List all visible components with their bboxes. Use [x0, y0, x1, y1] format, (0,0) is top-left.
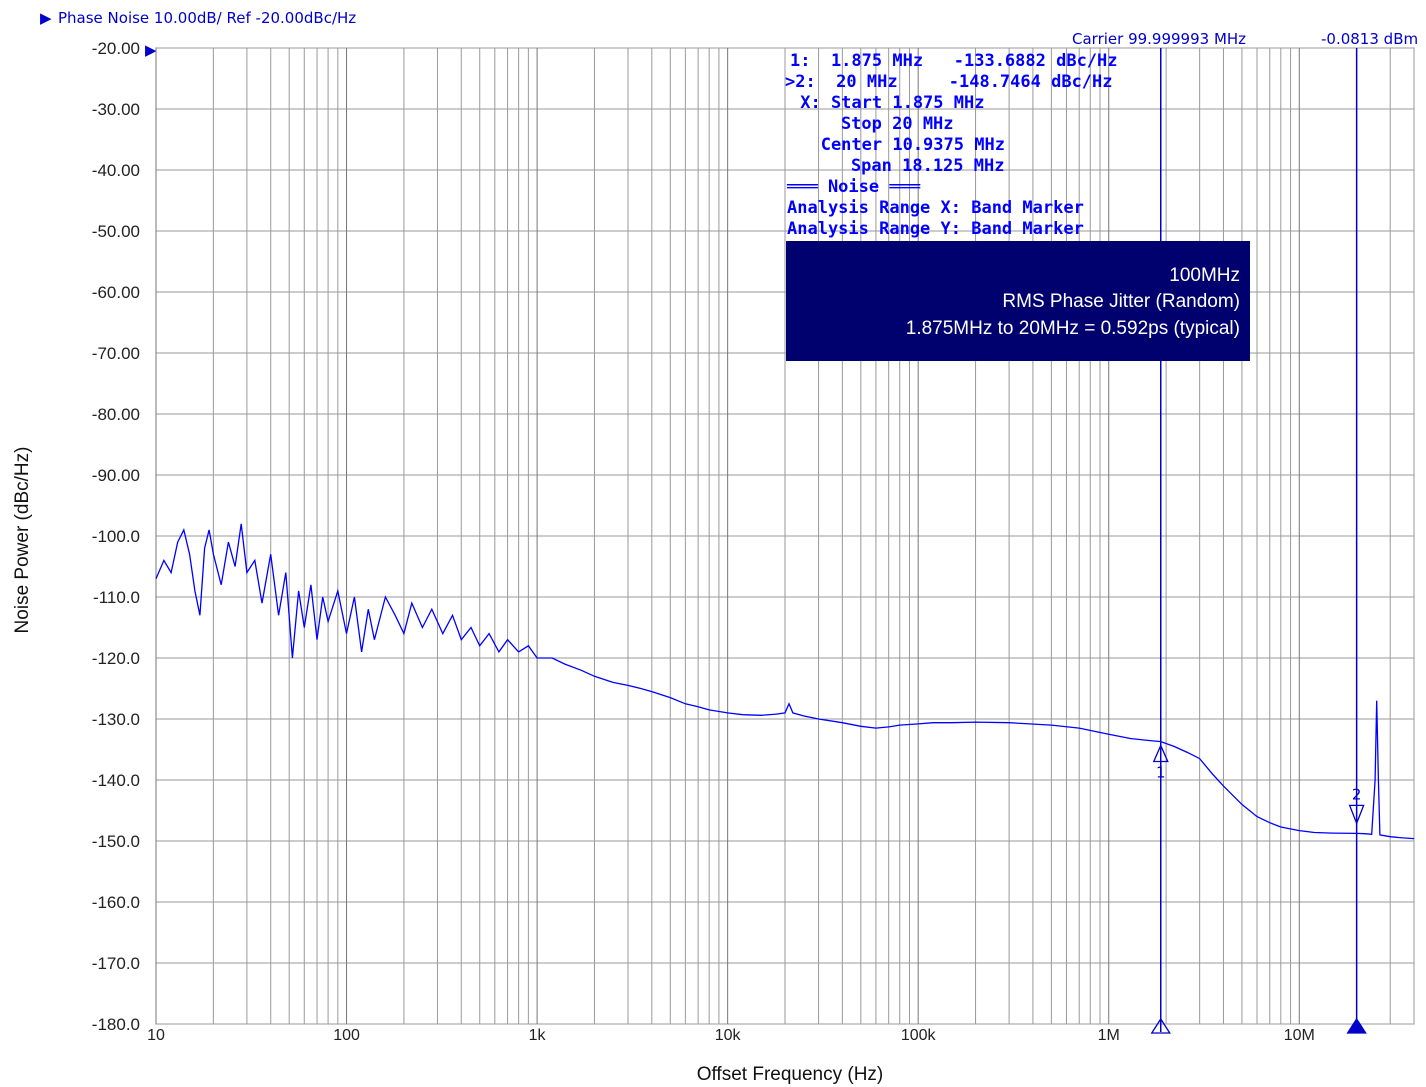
marker-readout: 1: 1.875 MHz -133.6882 dBc/Hz >2: 20 MHz…: [785, 51, 1118, 239]
y-tick-label: -140.0: [92, 771, 140, 790]
y-tick-label: -30.00: [92, 100, 140, 119]
readout-line-3: X: Start 1.875 MHz: [790, 93, 984, 113]
annotation-line-2: RMS Phase Jitter (Random): [1002, 291, 1240, 312]
power-readout: -0.0813 dBm: [1321, 30, 1418, 48]
y-tick-label: -60.00: [92, 283, 140, 302]
y-tick-label: -20.00: [92, 39, 140, 58]
y-tick-label: -40.00: [92, 161, 140, 180]
marker-symbols: 12: [1150, 743, 1367, 1034]
readout-line-9: Analysis Range Y: Band Marker: [787, 219, 1084, 239]
readout-line-7: ═══ Noise ═══: [786, 177, 921, 197]
readout-line-5: Center 10.9375 MHz: [790, 135, 1005, 155]
x-tick-label: 100: [333, 1027, 360, 1044]
readout-line-6: Span 18.125 MHz: [810, 156, 1004, 176]
y-tick-label: -100.0: [92, 527, 140, 546]
marker-lines: [1160, 48, 1358, 1032]
marker-base-1: [1150, 1017, 1171, 1034]
carrier-readout: Carrier 99.999993 MHz: [1072, 30, 1246, 48]
x-tick-labels: 10 100 1k 10k 100k 1M 10M: [147, 1027, 1315, 1044]
readout-line-2: >2: 20 MHz -148.7464 dBc/Hz: [785, 72, 1113, 92]
annotation-line-1: 100MHz: [1169, 265, 1240, 286]
x-tick-label: 100k: [901, 1027, 937, 1044]
y-tick-label: -120.0: [92, 649, 140, 668]
y-tick-label: -150.0: [92, 832, 140, 851]
y-tick-label: -50.00: [92, 222, 140, 241]
x-tick-label: 10k: [715, 1027, 742, 1044]
marker-triangle-2: [1348, 804, 1365, 826]
y-tick-label: -70.00: [92, 344, 140, 363]
x-axis-label: Offset Frequency (Hz): [697, 1064, 884, 1085]
y-tick-label: -110.0: [93, 588, 140, 607]
y-tick-labels: -20.00 -30.00 -40.00 -50.00 -60.00 -70.00 -80.…: [92, 39, 140, 1034]
readout-line-8: Analysis Range X: Band Marker: [787, 198, 1084, 218]
chart-title: Phase Noise 10.00dB/ Ref -20.00dBc/Hz: [58, 9, 356, 27]
readout-line-1: 1: 1.875 MHz -133.6882 dBc/Hz: [790, 51, 1118, 71]
y-tick-label: -90.00: [92, 466, 140, 485]
marker-label-2: 2: [1352, 785, 1362, 803]
y-tick-label: -130.0: [92, 710, 140, 729]
jitter-annotation-box: 100MHz RMS Phase Jitter (Random) 1.875MH…: [786, 241, 1250, 361]
marker-base-2: [1346, 1017, 1367, 1034]
marker-triangle-1: [1152, 743, 1169, 763]
grid: [155, 47, 1415, 1025]
x-tick-label: 1k: [529, 1027, 547, 1044]
header-play-icon: ▶: [40, 9, 52, 27]
annotation-line-3: 1.875MHz to 20MHz = 0.592ps (typical): [906, 318, 1240, 339]
x-tick-label: 10: [147, 1027, 165, 1044]
ref-level-arrow-icon: ▶: [145, 41, 157, 59]
x-tick-label: 10M: [1284, 1027, 1315, 1044]
x-tick-label: 1M: [1098, 1027, 1120, 1044]
phase-noise-trace: [155, 523, 1415, 840]
readout-line-4: Stop 20 MHz: [800, 114, 954, 134]
marker-label-1: 1: [1156, 763, 1166, 781]
y-tick-label: -160.0: [92, 893, 140, 912]
y-tick-label: -80.00: [92, 405, 140, 424]
y-tick-label: -180.0: [92, 1015, 140, 1034]
y-axis-label: Noise Power (dBc/Hz): [12, 447, 33, 634]
y-tick-label: -170.0: [92, 954, 140, 973]
